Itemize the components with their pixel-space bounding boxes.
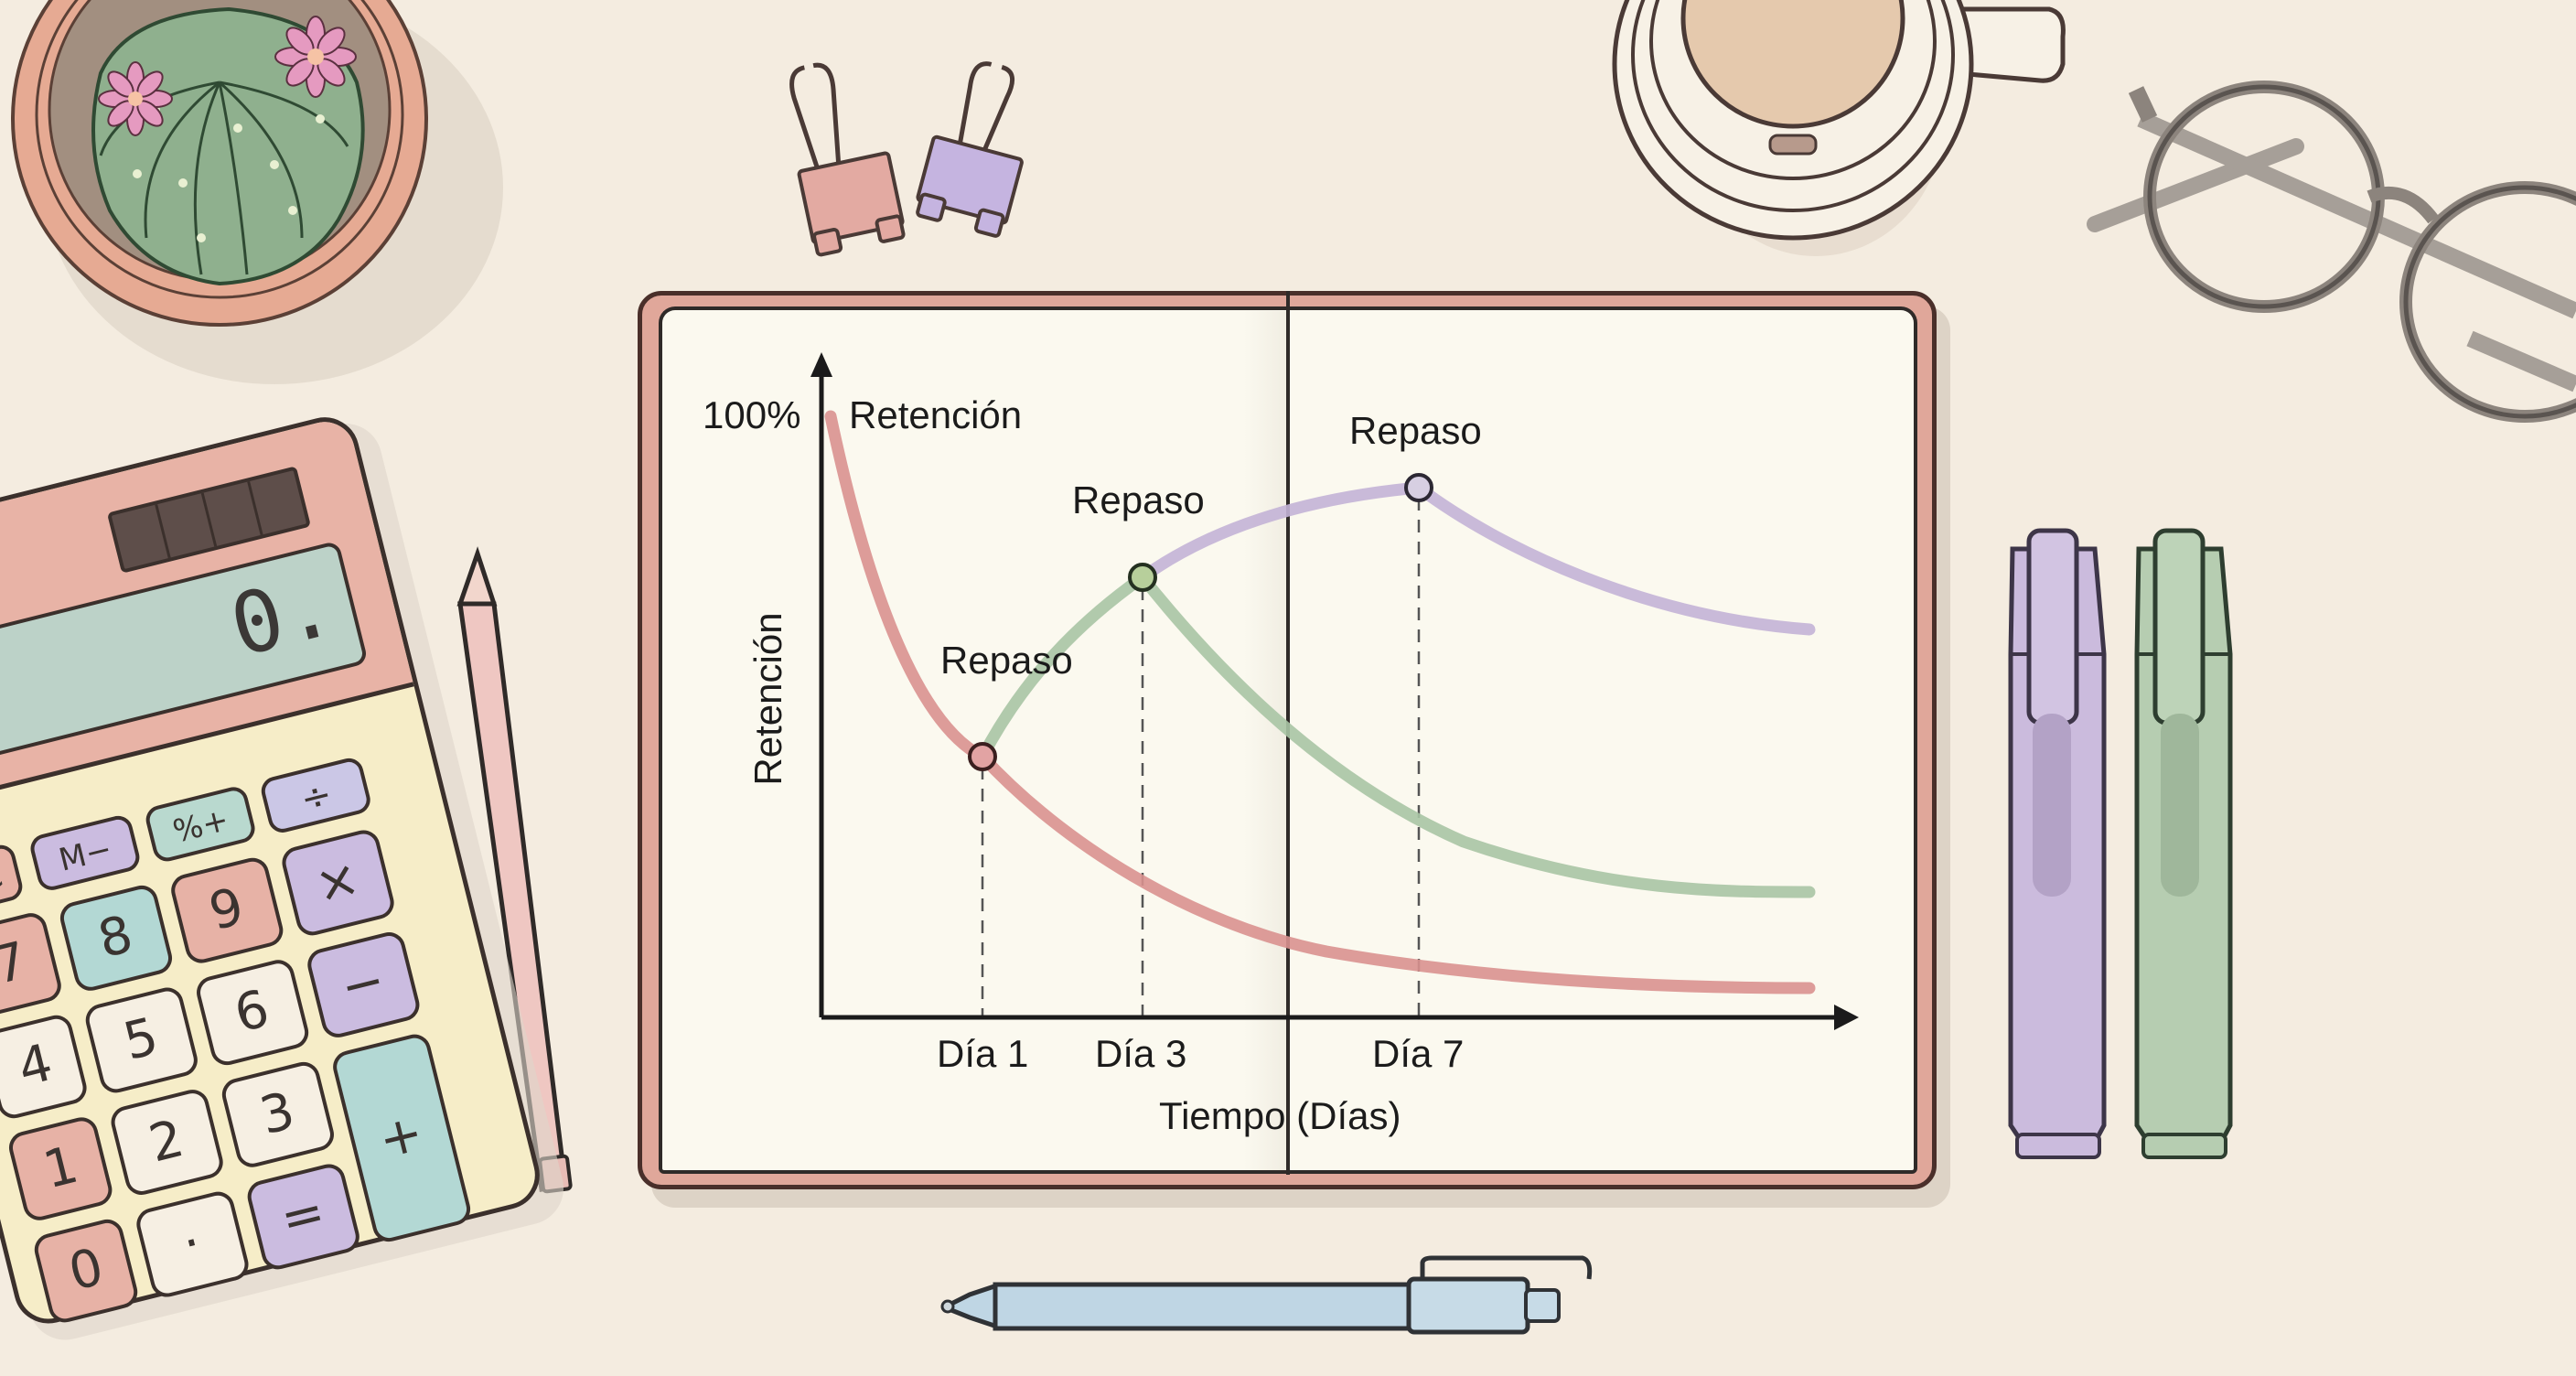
key-m-minus[interactable]: M−: [30, 815, 141, 891]
y-axis-caption: Retención: [849, 393, 1023, 436]
key-6[interactable]: 6: [196, 959, 310, 1067]
key-4[interactable]: 4: [0, 1014, 88, 1119]
highlighter-green-icon: [2134, 528, 2233, 1159]
coffee-cup-icon: [1612, 0, 2066, 256]
key-multiply[interactable]: ×: [281, 829, 395, 937]
svg-text:RC: RC: [0, 858, 6, 904]
key-3[interactable]: 3: [220, 1061, 335, 1169]
key-5[interactable]: 5: [84, 986, 199, 1094]
x-tick-day7: Día 7: [1372, 1032, 1465, 1075]
binder-clip-pink-icon: [789, 62, 906, 257]
key-minus[interactable]: −: [306, 931, 421, 1039]
pen-icon: [940, 1255, 1593, 1335]
flower-icon: [98, 61, 173, 136]
series-review-day1: [976, 569, 1816, 898]
review-marker-day3: [1128, 563, 1157, 592]
notebook-page-left: [659, 306, 1288, 1174]
notebook-gutter-shade: [1244, 311, 1286, 1171]
x-axis-title: Tiempo (Días): [1159, 1094, 1401, 1137]
key-7[interactable]: 7: [0, 912, 62, 1017]
series-review-day3: [1136, 481, 1816, 636]
key-rc[interactable]: RC: [0, 844, 23, 914]
key-8[interactable]: 8: [59, 885, 174, 993]
key-equals[interactable]: =: [246, 1163, 360, 1271]
series-no-review: [824, 410, 1816, 994]
review-marker-day7: [1404, 473, 1433, 502]
key-plus[interactable]: +: [332, 1033, 472, 1242]
notebook-page-right: [1288, 306, 1917, 1174]
annotation-review-day3: Repaso: [1072, 478, 1205, 521]
x-tick-day1: Día 1: [937, 1032, 1029, 1075]
cactus-pot-icon: [11, 0, 503, 384]
key-divide[interactable]: ÷: [261, 758, 371, 833]
highlighter-purple-icon: [2008, 528, 2107, 1159]
key-decimal[interactable]: ·: [135, 1190, 250, 1298]
annotation-review-day7: Repaso: [1349, 409, 1482, 452]
key-9[interactable]: 9: [170, 856, 284, 964]
key-percent-plus[interactable]: %+: [145, 786, 256, 862]
review-marker-day1: [968, 742, 997, 771]
key-0[interactable]: 0: [33, 1219, 138, 1324]
y-top-label: 100%: [703, 393, 801, 436]
y-axis-arrow-icon: [810, 352, 832, 377]
x-axis-arrow-icon: [1834, 1005, 1859, 1030]
y-axis-title: Retención: [746, 612, 789, 786]
binder-clip-purple-icon: [916, 61, 1024, 238]
glasses-icon: [2087, 81, 2576, 423]
key-2[interactable]: 2: [110, 1089, 224, 1197]
key-1[interactable]: 1: [8, 1116, 113, 1221]
x-tick-day3: Día 3: [1095, 1032, 1187, 1075]
flower-icon: [274, 16, 357, 98]
review-guide-lines: [981, 498, 1421, 1016]
annotation-review-day1: Repaso: [940, 639, 1073, 682]
